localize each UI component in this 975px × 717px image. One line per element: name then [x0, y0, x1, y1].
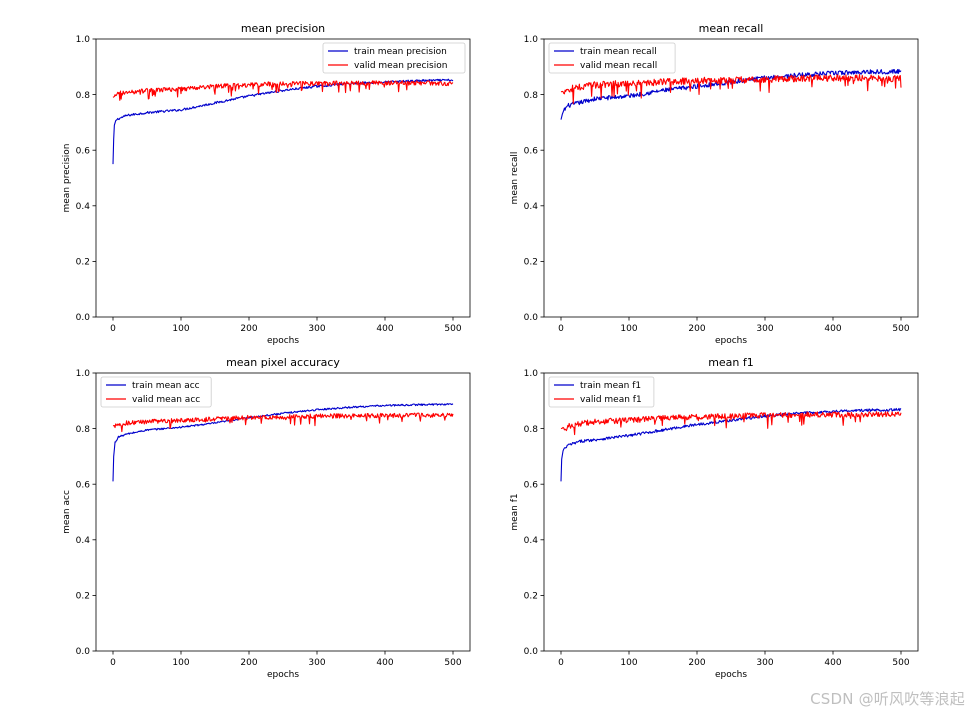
x-tick-label: 100 — [172, 658, 189, 668]
y-axis-label: mean recall — [510, 152, 520, 205]
y-tick-label: 0.4 — [76, 536, 91, 546]
plot-frame — [543, 38, 919, 318]
x-tick-label: 100 — [620, 324, 637, 334]
chart-mean-recall: mean recall 0 100 200 300 400 500 0.0 0.2 0.4 0.6 0… — [510, 22, 919, 346]
x-axis-label: epochs — [715, 670, 747, 680]
x-tick-label: 500 — [444, 324, 461, 334]
x-tick-label: 200 — [688, 324, 705, 334]
series-line-train-mean-recall — [560, 68, 902, 120]
y-tick-label: 0.6 — [524, 146, 539, 156]
series-line-valid-mean-acc — [112, 412, 454, 433]
series-line-train-mean-acc — [112, 403, 454, 482]
y-tick-label: 0.6 — [76, 480, 91, 490]
x-tick-label: 400 — [824, 324, 841, 334]
y-tick-label: 0.2 — [524, 592, 538, 602]
chart-title: mean pixel accuracy — [226, 356, 340, 369]
legend: train mean f1 valid mean f1 — [548, 376, 655, 408]
x-tick-label: 300 — [756, 324, 773, 334]
y-tick-label: 0.2 — [76, 592, 90, 602]
x-tick-label: 300 — [308, 658, 325, 668]
y-tick-label: 1.0 — [524, 35, 539, 45]
x-tick-label: 200 — [688, 658, 705, 668]
y-tick-label: 0.8 — [524, 425, 539, 435]
y-tick-label: 0.8 — [524, 91, 539, 101]
x-tick-label: 100 — [172, 324, 189, 334]
legend: train mean precision valid mean precision — [322, 42, 466, 74]
x-tick-label: 400 — [824, 658, 841, 668]
legend-label-train-mean-f1: train mean f1 — [580, 381, 641, 391]
y-tick-label: 0.8 — [76, 425, 91, 435]
series-lines — [560, 68, 902, 120]
series-lines — [112, 78, 454, 165]
y-tick-label: 0.0 — [76, 647, 91, 657]
y-tick-label: 0.0 — [76, 313, 91, 323]
y-tick-label: 0.0 — [524, 313, 539, 323]
legend-box — [322, 42, 466, 74]
plot-frame — [543, 372, 919, 652]
chart-title: mean precision — [241, 22, 325, 35]
y-tick-label: 0.4 — [524, 202, 539, 212]
chart-title: mean f1 — [708, 356, 754, 369]
y-tick-label: 0.2 — [76, 258, 90, 268]
chart-title: mean recall — [699, 22, 764, 35]
chart-mean-f1: mean f1 0 100 200 300 400 500 0.0 0.2 0.4 0.6 0.8 1.… — [510, 356, 919, 680]
plot-frame — [95, 372, 471, 652]
x-tick-label: 200 — [240, 324, 257, 334]
y-tick-label: 0.6 — [76, 146, 91, 156]
x-axis-label: epochs — [715, 336, 747, 346]
legend-label-train-mean-recall: train mean recall — [580, 47, 657, 57]
y-tick-label: 0.8 — [76, 91, 91, 101]
x-tick-label: 500 — [892, 658, 909, 668]
x-tick-label: 400 — [376, 658, 393, 668]
x-tick-label: 200 — [240, 658, 257, 668]
x-tick-label: 500 — [444, 658, 461, 668]
y-tick-label: 0.4 — [524, 536, 539, 546]
legend-label-valid-mean-recall: valid mean recall — [580, 61, 657, 71]
y-tick-label: 0.0 — [524, 647, 539, 657]
series-line-valid-mean-f1 — [560, 411, 902, 436]
x-axis-label: epochs — [267, 670, 299, 680]
legend-label-valid-mean-precision: valid mean precision — [354, 61, 447, 71]
chart-mean-precision: mean precision 0 100 200 300 400 500 0.0 0.2 0.4 0… — [62, 22, 471, 346]
x-tick-label: 300 — [756, 658, 773, 668]
legend-label-train-mean-acc: train mean acc — [132, 381, 200, 391]
legend-label-valid-mean-acc: valid mean acc — [132, 395, 200, 405]
legend-box — [548, 42, 676, 74]
series-line-train-mean-f1 — [560, 407, 902, 482]
y-tick-label: 0.2 — [524, 258, 538, 268]
y-tick-label: 0.6 — [524, 480, 539, 490]
y-axis-label: mean f1 — [510, 493, 520, 530]
y-axis-label: mean acc — [62, 490, 72, 534]
series-line-valid-mean-precision — [112, 80, 454, 101]
x-tick-label: 300 — [308, 324, 325, 334]
x-tick-label: 0 — [558, 658, 564, 668]
x-tick-label: 100 — [620, 658, 637, 668]
legend-label-valid-mean-f1: valid mean f1 — [580, 395, 642, 405]
x-tick-label: 0 — [558, 324, 564, 334]
x-axis-label: epochs — [267, 336, 299, 346]
legend: train mean acc valid mean acc — [100, 376, 212, 408]
watermark: CSDN @听风吹等浪起 — [810, 690, 965, 708]
y-tick-label: 1.0 — [76, 35, 91, 45]
legend-label-train-mean-precision: train mean precision — [354, 47, 447, 57]
legend-box — [100, 376, 212, 408]
x-tick-label: 0 — [110, 658, 116, 668]
legend: train mean recall valid mean recall — [548, 42, 676, 74]
series-lines — [560, 407, 902, 482]
series-line-valid-mean-recall — [560, 74, 902, 105]
y-tick-label: 0.4 — [76, 202, 91, 212]
x-tick-label: 400 — [376, 324, 393, 334]
legend-box — [548, 376, 655, 408]
x-tick-label: 500 — [892, 324, 909, 334]
y-tick-label: 1.0 — [524, 369, 539, 379]
y-tick-label: 1.0 — [76, 369, 91, 379]
series-line-train-mean-precision — [112, 78, 454, 165]
x-tick-label: 0 — [110, 324, 116, 334]
y-axis-label: mean precision — [62, 144, 72, 213]
plot-frame — [95, 38, 471, 318]
chart-mean-pixel-accuracy: mean pixel accuracy 0 100 200 300 400 500 0.0 0.… — [62, 356, 471, 680]
series-lines — [112, 403, 454, 482]
